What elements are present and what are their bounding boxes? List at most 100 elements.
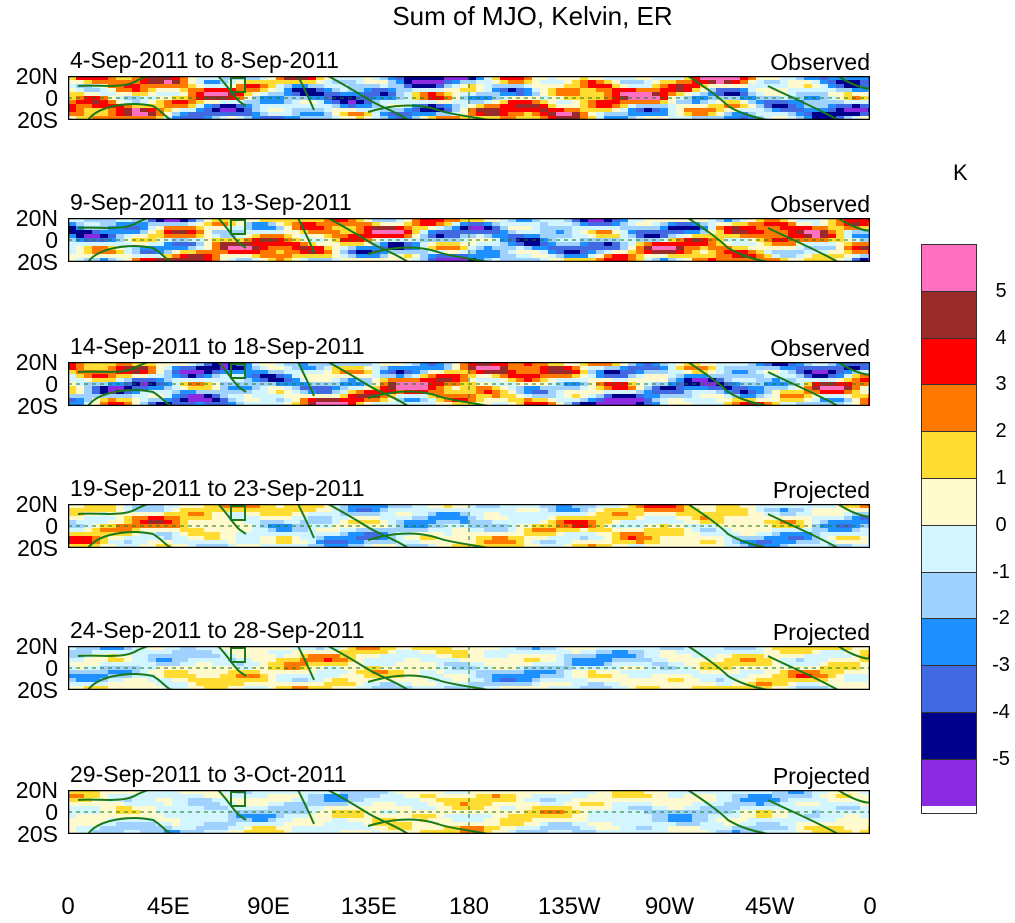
field-cell xyxy=(212,378,221,383)
field-cell xyxy=(788,654,797,659)
field-cell xyxy=(628,520,637,525)
field-cell xyxy=(756,520,765,525)
field-cell xyxy=(580,84,589,89)
field-cell xyxy=(244,504,253,509)
field-cell xyxy=(100,524,109,529)
field-cell xyxy=(700,646,709,651)
field-cell xyxy=(364,88,373,93)
field-cell xyxy=(588,524,597,529)
field-cell xyxy=(484,258,493,262)
field-cell xyxy=(748,508,757,513)
field-cell xyxy=(700,112,709,117)
field-cell xyxy=(124,226,133,231)
field-cell xyxy=(588,512,597,517)
field-cell xyxy=(556,394,565,399)
field-cell xyxy=(332,226,341,231)
field-cell xyxy=(332,662,341,667)
field-cell xyxy=(484,544,493,548)
field-cell xyxy=(788,536,797,541)
field-cell xyxy=(684,516,693,521)
field-cell xyxy=(380,536,389,541)
field-cell xyxy=(220,520,229,525)
field-cell xyxy=(276,650,285,655)
field-cell xyxy=(76,230,85,235)
field-cell xyxy=(356,370,365,375)
field-cell xyxy=(860,544,869,548)
field-cell xyxy=(196,524,205,529)
field-cell xyxy=(628,96,637,101)
field-cell xyxy=(180,96,189,101)
field-cell xyxy=(84,80,93,85)
field-cell xyxy=(396,528,405,533)
field-cell xyxy=(668,386,677,391)
field-cell xyxy=(620,528,629,533)
field-cell xyxy=(308,366,317,371)
field-cell xyxy=(628,226,637,231)
field-cell xyxy=(460,112,469,117)
field-cell xyxy=(476,100,485,105)
field-cell xyxy=(116,386,125,391)
field-cell xyxy=(452,92,461,97)
field-cell xyxy=(92,76,101,81)
field-cell xyxy=(716,398,725,403)
field-cell xyxy=(484,378,493,383)
field-cell xyxy=(812,378,821,383)
field-cell xyxy=(92,96,101,101)
field-cell xyxy=(380,246,389,251)
field-cell xyxy=(548,658,557,663)
field-cell xyxy=(796,112,805,117)
field-cell xyxy=(188,382,197,387)
field-cell xyxy=(316,512,325,517)
field-cell xyxy=(308,394,317,399)
field-cell xyxy=(484,540,493,545)
field-cell xyxy=(684,222,693,227)
field-cell xyxy=(668,254,677,259)
field-cell xyxy=(308,88,317,93)
field-cell xyxy=(268,116,277,120)
field-cell xyxy=(196,80,205,85)
field-cell xyxy=(540,242,549,247)
field-cell xyxy=(332,254,341,259)
field-cell xyxy=(828,382,837,387)
field-cell xyxy=(556,250,565,255)
field-cell xyxy=(772,218,781,223)
field-cell xyxy=(548,386,557,391)
field-cell xyxy=(284,394,293,399)
field-cell xyxy=(220,362,229,367)
field-cell xyxy=(804,234,813,239)
field-cell xyxy=(148,108,157,113)
field-cell xyxy=(428,108,437,113)
field-cell xyxy=(612,386,621,391)
field-cell xyxy=(780,222,789,227)
field-cell xyxy=(332,374,341,379)
field-cell xyxy=(324,658,333,663)
field-cell xyxy=(92,218,101,223)
field-cell xyxy=(404,96,413,101)
field-cell xyxy=(212,662,221,667)
field-cell xyxy=(740,250,749,255)
field-cell xyxy=(204,88,213,93)
field-cell xyxy=(308,226,317,231)
field-cell xyxy=(124,92,133,97)
field-cell xyxy=(692,516,701,521)
field-cell xyxy=(588,254,597,259)
field-cell xyxy=(460,104,469,109)
field-cell xyxy=(420,378,429,383)
field-cell xyxy=(572,362,581,367)
field-cell xyxy=(788,226,797,231)
field-cell xyxy=(780,402,789,406)
field-cell xyxy=(164,88,173,93)
field-cell xyxy=(628,100,637,105)
field-cell xyxy=(860,362,869,367)
field-cell xyxy=(468,394,477,399)
field-cell xyxy=(532,528,541,533)
field-cell xyxy=(804,242,813,247)
field-cell xyxy=(604,398,613,403)
field-cell xyxy=(716,370,725,375)
field-cell xyxy=(708,398,717,403)
field-cell xyxy=(676,116,685,120)
field-cell xyxy=(156,92,165,97)
field-cell xyxy=(84,76,93,81)
field-cell xyxy=(212,646,221,651)
field-cell xyxy=(524,80,533,85)
